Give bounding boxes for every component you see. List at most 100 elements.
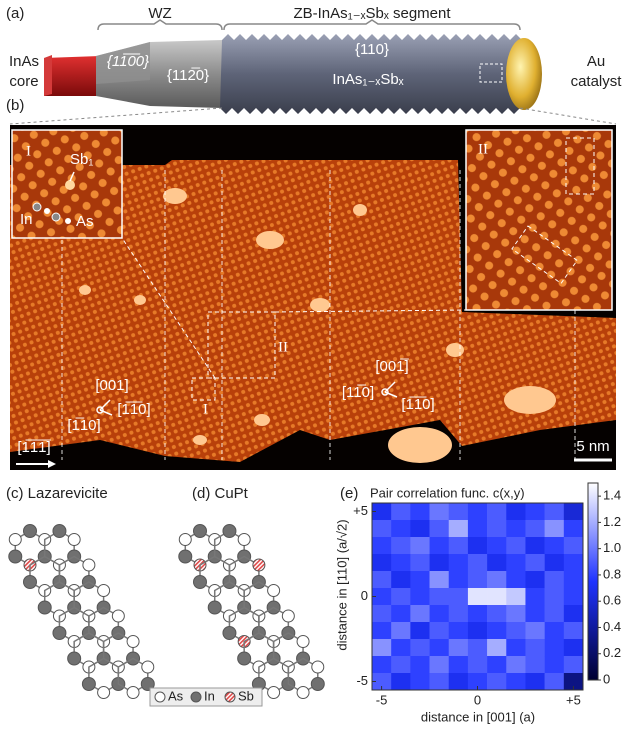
heatmap-cell: [468, 656, 487, 673]
heatmap-cell: [410, 537, 429, 554]
heatmap-cell: [506, 673, 525, 690]
chart-title: Pair correlation func. c(x,y): [370, 485, 525, 500]
atom-as: [142, 661, 154, 673]
atom-as: [9, 534, 21, 546]
y-tick-label: 0: [361, 588, 368, 603]
core-label: InAs: [9, 53, 39, 70]
heatmap-cell: [506, 588, 525, 605]
atom-in: [53, 627, 66, 640]
heatmap-cell: [410, 673, 429, 690]
heatmap-cell: [487, 605, 506, 622]
heatmap-cell: [506, 554, 525, 571]
heatmap-cell: [487, 588, 506, 605]
heatmap-cell: [391, 503, 410, 520]
atom-as: [179, 534, 191, 546]
colorbar-tick-label: 0: [603, 671, 610, 686]
heatmap-cell: [545, 622, 564, 639]
au-catalyst: [506, 38, 542, 110]
heatmap-cell: [391, 588, 410, 605]
atom-in: [9, 550, 22, 563]
heatmap-cell: [564, 537, 583, 554]
heatmap-cell: [545, 588, 564, 605]
adsorbate: [388, 427, 452, 463]
inset-label: I: [26, 143, 31, 159]
heatmap-cell: [372, 537, 391, 554]
atom-in: [68, 652, 81, 665]
atom-in: [33, 203, 41, 211]
legend-label: As: [168, 688, 184, 703]
atom-in: [208, 601, 221, 614]
heatmap-cell: [525, 605, 544, 622]
direction-label: [1̅1̅0]: [401, 396, 434, 413]
core-label: core: [9, 73, 38, 90]
heatmap-cell: [564, 554, 583, 571]
heatmap-cell: [545, 605, 564, 622]
heatmap-cell: [391, 639, 410, 656]
heatmap-cell: [410, 571, 429, 588]
heatmap-cell: [468, 605, 487, 622]
adsorbate: [256, 231, 284, 249]
atom-in: [194, 525, 207, 538]
heatmap-cell: [372, 554, 391, 571]
zoom-line: [10, 108, 222, 124]
atom-in: [194, 576, 207, 589]
atom-as: [83, 559, 95, 571]
atom-label: Sb₁: [70, 151, 93, 168]
atom-as: [98, 687, 110, 699]
atom-in: [179, 550, 192, 563]
heatmap-cell: [468, 554, 487, 571]
heatmap-cell: [372, 622, 391, 639]
heatmap-cell: [564, 588, 583, 605]
heatmap-cell: [525, 571, 544, 588]
heatmap-cell: [391, 673, 410, 690]
atom-in: [24, 525, 37, 538]
facet-label: {112̅0}: [167, 67, 209, 84]
atom-as: [282, 610, 294, 622]
heatmap-cell: [545, 673, 564, 690]
atom-as: [68, 534, 80, 546]
atom-in: [53, 525, 66, 538]
heatmap-cell: [372, 520, 391, 537]
heatmap-cell: [449, 537, 468, 554]
adsorbate: [163, 188, 187, 204]
atom-as: [297, 687, 309, 699]
heatmap-cell: [525, 537, 544, 554]
heatmap-cell: [410, 503, 429, 520]
heatmap-cell: [564, 639, 583, 656]
atom-as: [127, 687, 139, 699]
atom-as: [44, 208, 50, 214]
heatmap-cell: [506, 605, 525, 622]
figure: (a) WZ ZB-InAs₁₋ₓSbₓ segment InAs core {…: [0, 0, 626, 733]
heatmap-cell: [391, 605, 410, 622]
atom-sb: [253, 559, 265, 571]
colorbar-tick-label: 0.8: [603, 566, 621, 581]
heatmap-cell: [506, 639, 525, 656]
direction-label: [11̅0]: [342, 384, 374, 401]
atom-label: As: [76, 213, 94, 230]
heatmap-cell: [410, 656, 429, 673]
heatmap-cell: [506, 503, 525, 520]
heatmap-cell: [525, 588, 544, 605]
colorbar-tick-label: 0.4: [603, 619, 621, 634]
heatmap-cell: [564, 503, 583, 520]
heatmap-cell: [468, 503, 487, 520]
legend-label: In: [204, 688, 215, 703]
heatmap-cell: [545, 537, 564, 554]
heatmap-cell: [410, 520, 429, 537]
heatmap-cell: [525, 503, 544, 520]
atom-in: [238, 652, 251, 665]
heatmap-cell: [449, 673, 468, 690]
heatmap-cell: [545, 520, 564, 537]
y-tick-label: +5: [353, 503, 368, 518]
atom-as: [268, 585, 280, 597]
atom-in: [223, 525, 236, 538]
atom-in: [52, 213, 60, 221]
heatmap-cell: [410, 605, 429, 622]
heatmap-cell: [391, 571, 410, 588]
segment-label: InAs₁₋ₓSbₓ: [332, 71, 403, 88]
heatmap-cell: [487, 673, 506, 690]
heatmap-cell: [487, 656, 506, 673]
heatmap-cell: [487, 503, 506, 520]
heatmap-cell: [372, 605, 391, 622]
heatmap-cell: [545, 656, 564, 673]
